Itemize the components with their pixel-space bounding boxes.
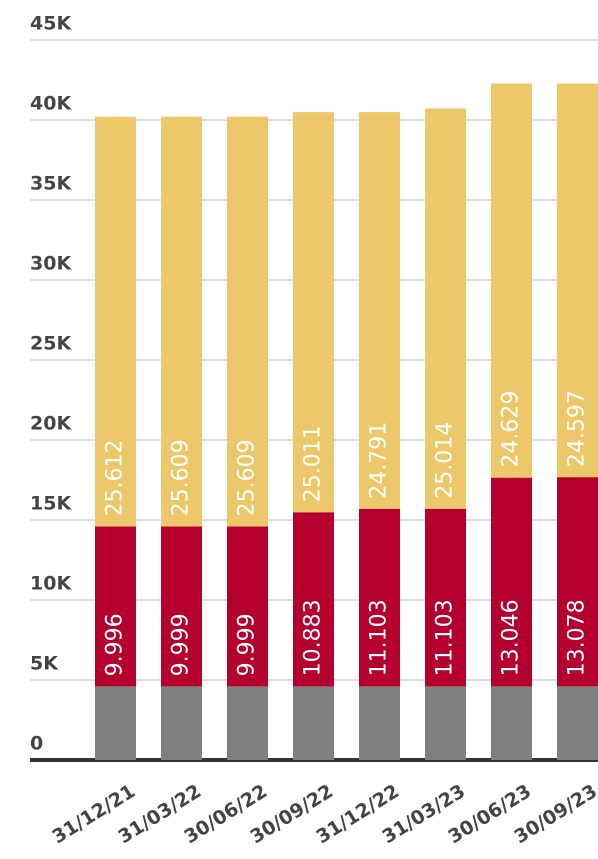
bar-segment [95,686,136,760]
bar-segment [227,116,268,527]
value-label: 13.046 [499,599,524,676]
bar-segment [491,686,532,760]
value-label: 24.597 [565,390,590,467]
bar-segment [557,83,598,478]
value-label: 25.609 [235,439,260,516]
bar-segment [557,477,598,687]
value-label: 10.883 [301,599,326,676]
bar-segment [491,83,532,478]
y-tick-label: 15K [30,493,72,515]
bar-segment [161,526,202,687]
y-tick-label: 45K [30,13,72,35]
value-label: 25.612 [103,439,128,516]
value-label: 11.103 [367,599,392,676]
value-label: 24.791 [367,422,392,499]
value-label: 25.011 [301,425,326,502]
bar-segment [227,526,268,687]
y-tick-label: 40K [30,93,72,115]
bar-segment [293,512,334,687]
value-label: 25.609 [169,439,194,516]
bar-segment [557,686,598,760]
y-tick-label: 5K [30,653,59,675]
bar-segment [293,686,334,760]
value-label: 9.999 [235,613,260,676]
bar-segment [227,686,268,760]
value-label: 9.996 [103,613,128,676]
value-label: 9.999 [169,613,194,676]
bar-segment [161,116,202,527]
y-tick-label: 0 [30,733,43,755]
value-label: 11.103 [433,599,458,676]
bar-segment [95,116,136,527]
value-label: 24.629 [499,391,524,468]
y-tick-label: 20K [30,413,72,435]
value-label: 13.078 [565,599,590,676]
bar-segment [95,526,136,687]
bar-segment [491,477,532,687]
y-tick-label: 30K [30,253,72,275]
bar-segment [425,686,466,760]
y-tick-label: 10K [30,573,72,595]
bar-segment [293,112,334,513]
y-tick-label: 35K [30,173,72,195]
bar-segment [425,508,466,687]
bar-segment [359,508,400,687]
bar-segment [359,112,400,509]
bar-segment [425,108,466,509]
bar-segment [161,686,202,760]
value-label: 25.014 [433,422,458,499]
y-tick-label: 25K [30,333,72,355]
bar-segment [359,686,400,760]
